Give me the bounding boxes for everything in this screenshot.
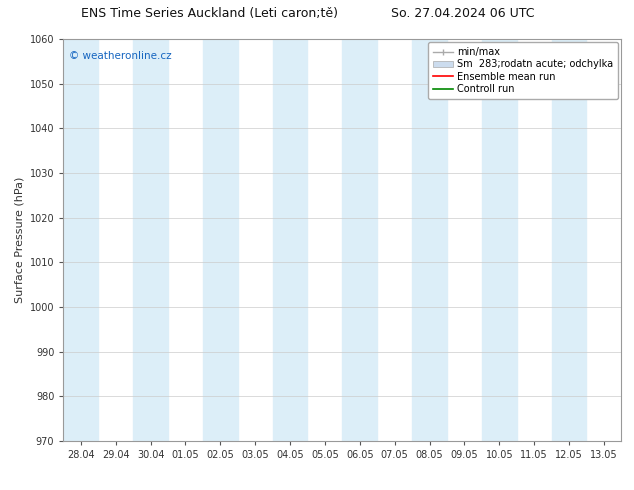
Bar [133,39,168,441]
Y-axis label: Surface Pressure (hPa): Surface Pressure (hPa) [14,177,24,303]
Bar [482,39,517,441]
Bar [412,39,447,441]
Bar [342,39,377,441]
Text: So. 27.04.2024 06 UTC: So. 27.04.2024 06 UTC [391,7,534,21]
Legend: min/max, Sm  283;rodatn acute; odchylka, Ensemble mean run, Controll run: min/max, Sm 283;rodatn acute; odchylka, … [428,42,618,99]
Bar [552,39,586,441]
Bar [203,39,238,441]
Text: ENS Time Series Auckland (Leti caron;tě): ENS Time Series Auckland (Leti caron;tě) [81,7,338,21]
Bar [63,39,98,441]
Text: © weatheronline.cz: © weatheronline.cz [69,51,172,61]
Bar [273,39,307,441]
